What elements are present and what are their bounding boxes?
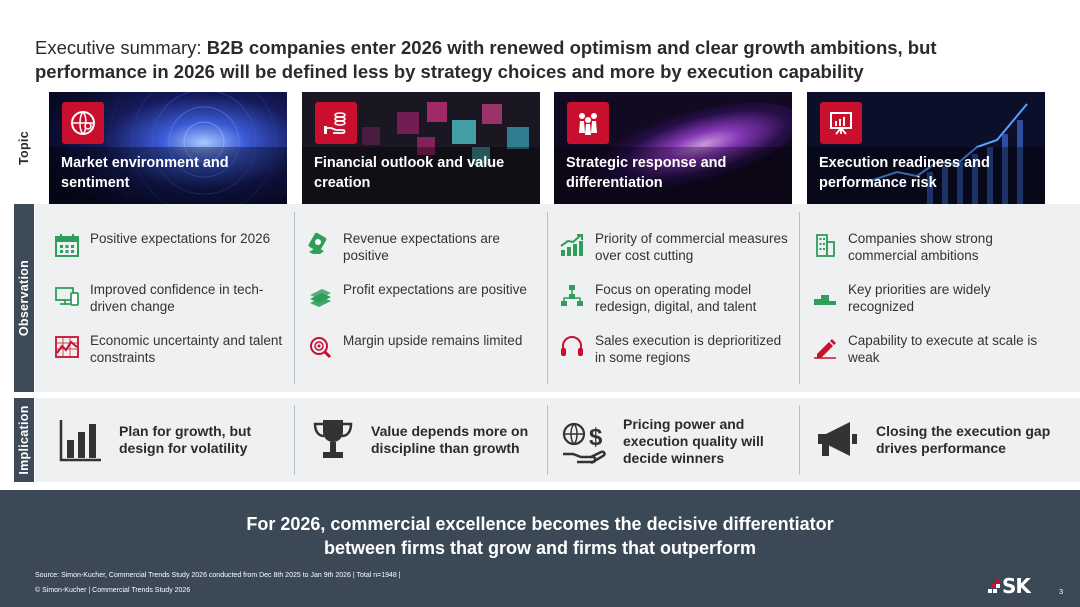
- logo-text: SK: [1002, 574, 1031, 598]
- target-magnifier-icon: [310, 337, 332, 359]
- observation-text: Economic uncertainty and talent constrai…: [90, 333, 283, 365]
- topic-card-financial: Financial outlook and value creation: [302, 92, 540, 204]
- podium-icon: [814, 295, 836, 305]
- implication-text: Plan for growth, but design for volatili…: [119, 423, 252, 456]
- observation-text: Key priorities are widely recognized: [848, 282, 991, 314]
- observation-item: Companies show strong commercial ambitio…: [812, 230, 1048, 264]
- observation-item: Economic uncertainty and talent constrai…: [54, 332, 290, 366]
- trophy-icon: [313, 420, 353, 458]
- row-label-observation: Observation: [14, 204, 34, 392]
- column-divider: [799, 405, 800, 475]
- headset-icon: [561, 336, 583, 356]
- implication-item: $ Pricing power and execution quality wi…: [561, 416, 783, 467]
- title-prefix: Executive summary:: [35, 37, 207, 58]
- bar-chart-icon: [59, 420, 101, 462]
- devices-icon: [55, 287, 79, 306]
- globe-dollar-hand-icon: $: [562, 422, 606, 464]
- observation-item: Key priorities are widely recognized: [812, 281, 1048, 315]
- presentation-chart-icon: [820, 102, 862, 144]
- column-divider: [294, 405, 295, 475]
- observation-text: Positive expectations for 2026: [90, 231, 271, 246]
- observation-text: Priority of commercial measures over cos…: [595, 231, 788, 263]
- observation-text: Margin upside remains limited: [343, 333, 523, 348]
- globe-person-icon: [62, 102, 104, 144]
- implication-text: Value depends more on discipline than gr…: [371, 423, 529, 456]
- topic-background-tunnel: [49, 92, 287, 204]
- growth-chart-icon: [560, 234, 583, 256]
- implication-panel: [35, 398, 1080, 482]
- org-chart-icon: [561, 285, 583, 306]
- observation-item: Margin upside remains limited: [307, 332, 543, 360]
- conclusion-line-1: For 2026, commercial excellence becomes …: [246, 514, 834, 534]
- calendar-icon: [55, 234, 79, 257]
- volatile-chart-icon: [55, 336, 79, 358]
- observation-item: Revenue expectations are positive: [307, 230, 543, 264]
- implication-item: Closing the execution gap drives perform…: [814, 416, 1051, 464]
- cash-stack-icon: [310, 289, 331, 307]
- conclusion: For 2026, commercial excellence becomes …: [0, 512, 1080, 560]
- topic-label: Market environment and sentiment: [61, 155, 229, 191]
- buildings-icon: [816, 234, 835, 257]
- sk-logo: SK: [988, 574, 1031, 598]
- observation-item: Sales execution is deprioritized in some…: [559, 332, 795, 366]
- observation-item: Improved confidence in tech-driven chang…: [54, 281, 290, 315]
- column-divider: [294, 212, 295, 384]
- implication-item: Plan for growth, but design for volatili…: [57, 416, 294, 464]
- hand-coins-icon: [315, 102, 357, 144]
- observation-item: Capability to execute at scale is weak: [812, 332, 1048, 366]
- row-label-topic: Topic: [17, 131, 31, 165]
- implication-text: Pricing power and execution quality will…: [623, 416, 764, 466]
- footer-band: For 2026, commercial excellence becomes …: [0, 490, 1080, 607]
- page-number: 3: [1059, 587, 1064, 596]
- observation-text: Companies show strong commercial ambitio…: [848, 231, 993, 263]
- implication-text: Closing the execution gap drives perform…: [876, 423, 1051, 456]
- implication-item: Value depends more on discipline than gr…: [309, 416, 546, 464]
- observation-text: Focus on operating model redesign, digit…: [595, 282, 757, 314]
- observation-text: Revenue expectations are positive: [343, 231, 500, 263]
- observation-text: Capability to execute at scale is weak: [848, 333, 1038, 365]
- observation-text: Profit expectations are positive: [343, 282, 527, 297]
- observation-text: Improved confidence in tech-driven chang…: [90, 282, 264, 314]
- topic-label: Strategic response and differentiation: [566, 155, 727, 191]
- topic-card-market: Market environment and sentiment: [49, 92, 287, 204]
- topic-card-strategic: Strategic response and differentiation: [554, 92, 792, 204]
- row-label-implication: Implication: [14, 398, 34, 482]
- source-note: Source: Simon-Kucher, Commercial Trends …: [35, 572, 401, 579]
- column-divider: [547, 212, 548, 384]
- megaphone-icon: [818, 422, 857, 456]
- observation-item: Positive expectations for 2026: [54, 230, 290, 258]
- column-divider: [799, 212, 800, 384]
- observation-item: Priority of commercial measures over cos…: [559, 230, 795, 264]
- observation-item: Focus on operating model redesign, digit…: [559, 281, 795, 315]
- conclusion-line-2: between firms that grow and firms that o…: [323, 538, 757, 558]
- logo-dots-icon: [988, 579, 1000, 593]
- title-emphasis: B2B companies enter 2026 with renewed op…: [35, 37, 937, 82]
- pen-icon: [814, 339, 836, 359]
- topic-label: Execution readiness and performance risk: [819, 155, 990, 191]
- observation-panel: [35, 204, 1080, 392]
- topic-label: Financial outlook and value creation: [314, 155, 505, 191]
- column-divider: [547, 405, 548, 475]
- copyright: © Simon-Kucher | Commercial Trends Study…: [35, 587, 191, 594]
- money-hand-icon: [308, 232, 327, 254]
- chess-pieces-icon: [567, 102, 609, 144]
- observation-text: Sales execution is deprioritized in some…: [595, 333, 782, 365]
- observation-item: Profit expectations are positive: [307, 281, 543, 309]
- topic-card-execution: Execution readiness and performance risk: [807, 92, 1045, 204]
- page-title: Executive summary: B2B companies enter 2…: [35, 36, 1045, 84]
- svg-text:$: $: [589, 424, 603, 451]
